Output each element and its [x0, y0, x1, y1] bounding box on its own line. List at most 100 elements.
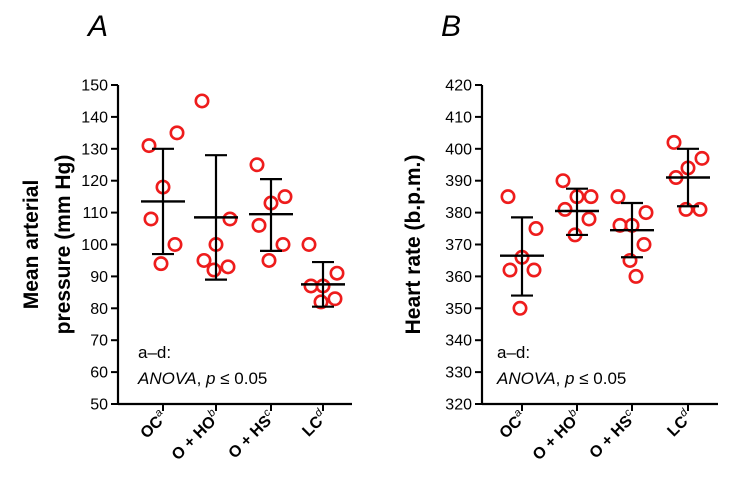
- y-tick-label: 100: [81, 237, 108, 254]
- y-tick-label: 400: [445, 141, 472, 158]
- data-point: [526, 262, 542, 278]
- annotation-threshold: ≤ 0.05: [216, 369, 268, 388]
- data-point: [502, 262, 518, 278]
- y-tick-label: 350: [445, 301, 472, 318]
- data-point: [622, 252, 638, 268]
- data-point: [153, 256, 169, 272]
- data-point: [678, 201, 694, 217]
- group-0: [141, 125, 185, 272]
- data-point: [610, 189, 626, 205]
- y-tick-label: 410: [445, 109, 472, 126]
- y-tick-label: 370: [445, 237, 472, 254]
- data-point: [249, 157, 265, 173]
- data-point: [528, 221, 544, 237]
- data-point: [196, 252, 212, 268]
- data-point: [167, 237, 183, 253]
- group-2: [610, 189, 654, 284]
- data-point: [301, 237, 317, 253]
- data-point: [583, 189, 599, 205]
- x-tick-label: O + HSc: [223, 406, 279, 462]
- annotation-test: ANOVA: [137, 369, 197, 388]
- data-point: [169, 125, 185, 141]
- annotation-threshold: ≤ 0.05: [575, 369, 627, 388]
- group-3: [666, 134, 710, 217]
- y-axis-title: Heart rate (b.p.m.): [402, 155, 425, 335]
- group-3: [301, 237, 345, 310]
- data-point: [638, 205, 654, 221]
- y-tick-label: 130: [81, 141, 108, 158]
- data-point: [636, 237, 652, 253]
- data-point: [275, 237, 291, 253]
- y-tick-label: 80: [90, 301, 108, 318]
- panel-b: B Heart rate (b.p.m.) 320 330 340 350 360 370 38…: [402, 10, 718, 464]
- data-point: [141, 138, 157, 154]
- annotation-test: ANOVA: [496, 369, 556, 388]
- x-tick-label: O + HOb: [167, 407, 224, 464]
- category-name: O + HS: [587, 412, 637, 462]
- group-2: [249, 157, 293, 268]
- annotation-line1: a–d:: [497, 343, 530, 362]
- category-name: O + HO: [530, 413, 581, 464]
- panel-a: A Mean arterial pressure (mm Hg) 50 60 70 80 90…: [20, 10, 352, 464]
- data-point: [581, 211, 597, 227]
- data-point: [512, 300, 528, 316]
- annotation-line1: a–d:: [138, 343, 171, 362]
- data-point: [500, 189, 516, 205]
- annotation-line2: ANOVA, p ≤ 0.05: [496, 369, 626, 388]
- data-point: [206, 262, 222, 278]
- data-point: [327, 291, 343, 307]
- data-point: [261, 252, 277, 268]
- y-tick-label: 420: [445, 78, 472, 95]
- y-tick-label: 120: [81, 173, 108, 190]
- data-point: [557, 201, 573, 217]
- y-tick-label: 330: [445, 365, 472, 382]
- y-axis-title: pressure (mm Hg): [52, 155, 75, 335]
- data-point: [194, 93, 210, 109]
- y-axis-title: Mean arterial: [20, 180, 43, 310]
- x-tick-label: O + HSc: [584, 406, 640, 462]
- data-point: [303, 278, 319, 294]
- data-point: [666, 134, 682, 150]
- group-0: [500, 189, 544, 316]
- y-tick-label: 340: [445, 333, 472, 350]
- data-point: [329, 265, 345, 281]
- y-tick-label: 390: [445, 173, 472, 190]
- x-tick-label: O + HOb: [528, 407, 585, 464]
- y-tick-label: 380: [445, 205, 472, 222]
- data-point: [313, 294, 329, 310]
- y-tick-label: 140: [81, 109, 108, 126]
- data-point: [612, 217, 628, 233]
- annotation-line2: ANOVA, p ≤ 0.05: [137, 369, 267, 388]
- annotation-sep: ,: [556, 369, 565, 388]
- group-1: [194, 93, 238, 281]
- y-tick-label: 90: [90, 269, 108, 286]
- data-point: [628, 268, 644, 284]
- data-point: [251, 217, 267, 233]
- data-point: [220, 259, 236, 275]
- data-point: [694, 150, 710, 166]
- category-name: O + HO: [169, 413, 220, 464]
- panel-letter: B: [441, 10, 461, 43]
- x-tick-label: LCd: [662, 406, 696, 440]
- panel-letter: A: [86, 10, 108, 43]
- y-tick-label: 70: [90, 333, 108, 350]
- x-tick-label: OCa: [494, 407, 529, 442]
- data-point: [277, 189, 293, 205]
- y-tick-label: 320: [445, 397, 472, 414]
- category-name: O + HS: [226, 412, 276, 462]
- annotation-sep: ,: [197, 369, 206, 388]
- annotation-p: p: [564, 369, 574, 388]
- x-tick-label: OCa: [135, 407, 170, 442]
- data-point: [222, 211, 238, 227]
- data-point: [555, 173, 571, 189]
- y-tick-label: 360: [445, 269, 472, 286]
- data-point: [692, 201, 708, 217]
- annotation-p: p: [205, 369, 215, 388]
- y-tick-label: 150: [81, 78, 108, 95]
- group-1: [555, 173, 599, 243]
- x-tick-label: LCd: [297, 406, 331, 440]
- y-tick-label: 110: [82, 205, 108, 222]
- data-point: [143, 211, 159, 227]
- y-tick-label: 60: [90, 365, 108, 382]
